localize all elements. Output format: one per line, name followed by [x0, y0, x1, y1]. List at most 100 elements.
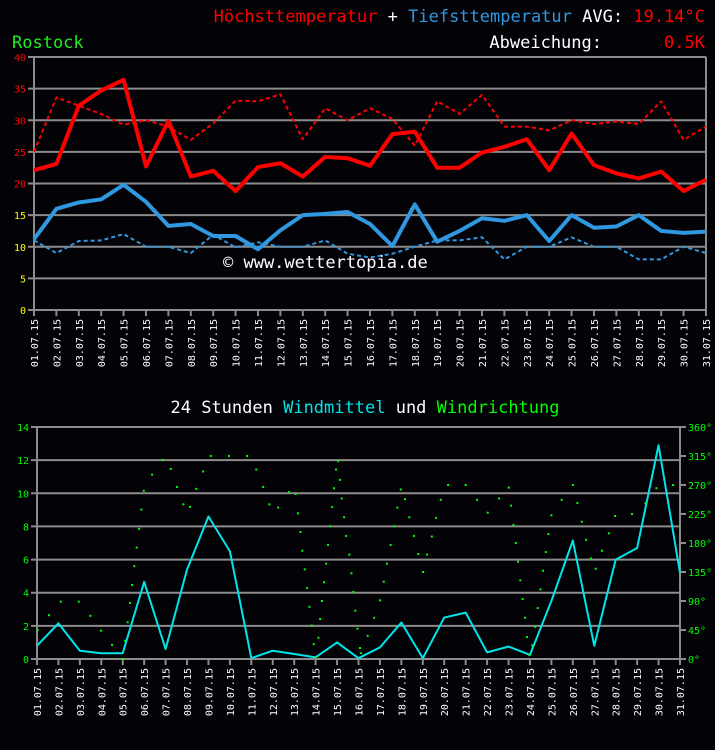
- wind-title-und: und: [396, 398, 427, 418]
- x-tick-label: 05.07.15: [119, 668, 130, 716]
- wind-direction-point: [345, 534, 348, 537]
- x-tick-label: 13.07.15: [299, 319, 310, 367]
- wind-direction-point: [464, 484, 467, 486]
- wind-direction-point: [202, 470, 205, 473]
- x-tick-label: 24.07.15: [545, 319, 556, 367]
- wind-direction-point: [512, 523, 515, 526]
- wind-direction-point: [310, 624, 313, 627]
- wind-direction-point: [338, 478, 341, 481]
- wind-direction-point: [209, 455, 212, 457]
- x-tick-label: 17.07.15: [388, 319, 399, 367]
- wind-direction-point: [195, 487, 198, 490]
- wind-direction-point: [534, 625, 537, 628]
- x-tick-label: 15.07.15: [333, 668, 344, 716]
- wind-direction-point: [246, 455, 249, 457]
- wind-direction-point: [299, 531, 302, 534]
- x-tick-label: 11.07.15: [254, 319, 265, 367]
- x-tick-label: 01.07.15: [33, 668, 44, 716]
- y2-tick-label: 0°: [688, 655, 700, 666]
- wind-direction-point: [333, 487, 336, 490]
- x-tick-label: 27.07.15: [590, 668, 601, 716]
- wind-direction-point: [426, 553, 429, 556]
- wind-direction-point: [321, 600, 324, 602]
- deviation-value: 0.5K: [664, 33, 706, 53]
- y-tick-label: 0: [23, 655, 29, 666]
- y-tick-label: 20: [14, 180, 26, 191]
- wind-direction-point: [644, 502, 647, 505]
- x-tick-label: 26.07.15: [569, 668, 580, 716]
- y2-tick-label: 135°: [688, 568, 712, 579]
- wind-direction-point: [135, 546, 138, 549]
- wind-direction-point: [169, 467, 172, 470]
- wind-direction-point: [519, 579, 522, 582]
- x-tick-label: 12.07.15: [276, 319, 287, 367]
- y-tick-label: 5: [20, 274, 26, 285]
- wind-direction-point: [547, 532, 550, 535]
- wind-direction-point: [435, 516, 438, 519]
- wind-direction-point: [77, 600, 80, 603]
- wind-direction-point: [301, 549, 304, 552]
- x-tick-label: 19.07.15: [419, 668, 430, 716]
- wind-title-windmittel: Windmittel: [283, 398, 385, 418]
- wind-direction-point: [655, 487, 658, 490]
- wind-direction-point: [580, 520, 583, 523]
- wind-direction-point: [576, 502, 579, 505]
- x-tick-label: 01.07.15: [30, 319, 41, 367]
- x-tick-label: 03.07.15: [75, 319, 86, 367]
- wind-direction-point: [352, 590, 355, 593]
- tiefsttemperatur-line: [32, 182, 707, 252]
- x-tick-label: 14.07.15: [321, 319, 332, 367]
- wind-direction-point: [322, 581, 325, 584]
- wind-direction-point: [140, 508, 143, 511]
- wind-chart-title: 24 Stunden Windmittel und Windrichtung: [170, 398, 559, 418]
- chart-title: Höchsttemperatur + Tiefsttemperatur AVG:…: [214, 7, 705, 27]
- wind-direction-point: [228, 455, 231, 457]
- y-tick-label: 2: [23, 622, 29, 633]
- wind-direction-point: [89, 614, 92, 617]
- x-tick-label: 22.07.15: [483, 668, 494, 716]
- x-tick-label: 20.07.15: [440, 668, 451, 716]
- x-tick-label: 09.07.15: [204, 668, 215, 716]
- y2-tick-label: 315°: [688, 452, 712, 463]
- wind-direction-point: [277, 506, 280, 509]
- wind-direction-point: [124, 639, 127, 642]
- y-tick-label: 10: [14, 243, 26, 254]
- wind-direction-point: [312, 643, 315, 646]
- wind-direction-point: [100, 629, 103, 632]
- wind-direction-point: [447, 484, 450, 486]
- wind-direction-point: [268, 503, 271, 506]
- wind-direction-point: [59, 600, 62, 603]
- x-tick-label: 27.07.15: [612, 319, 623, 367]
- y-tick-label: 14: [17, 423, 29, 434]
- wind-direction-point: [306, 587, 309, 590]
- wind-direction-point: [389, 543, 392, 546]
- x-tick-label: 30.07.15: [680, 319, 691, 367]
- x-tick-label: 30.07.15: [655, 668, 666, 716]
- wind-direction-point: [510, 504, 513, 507]
- wind-direction-point: [531, 644, 534, 647]
- wind-direction-point: [614, 514, 617, 517]
- wind-direction-point: [189, 505, 192, 508]
- wind-direction-point: [536, 607, 539, 610]
- x-tick-label: 02.07.15: [54, 668, 65, 716]
- wind-direction-point: [359, 647, 362, 650]
- plus-sign: +: [388, 7, 398, 27]
- x-tick-label: 25.07.15: [547, 668, 558, 716]
- y-tick-label: 30: [14, 116, 26, 127]
- wind-direction-point: [408, 516, 411, 519]
- wind-direction-point: [422, 571, 425, 573]
- y-tick-label: 40: [14, 53, 26, 64]
- wind-direction-point: [356, 627, 359, 630]
- y2-tick-label: 360°: [688, 423, 712, 434]
- x-tick-label: 07.07.15: [164, 319, 175, 367]
- wind-chart: 0 2 4 6 8 10 12 14 0° 45° 90° 135° 180° 225° 270° 315° 3…: [17, 423, 712, 716]
- wind-direction-point: [334, 468, 337, 471]
- wind-direction-point: [121, 658, 124, 660]
- wind-direction-point: [630, 513, 633, 515]
- x-tick-label: 02.07.15: [52, 319, 63, 367]
- wind-direction-point: [413, 534, 416, 537]
- y-tick-label: 4: [23, 589, 29, 600]
- wind-direction-point: [360, 652, 363, 655]
- x-tick-label: 24.07.15: [526, 668, 537, 716]
- x-tick-label: 26.07.15: [590, 319, 601, 367]
